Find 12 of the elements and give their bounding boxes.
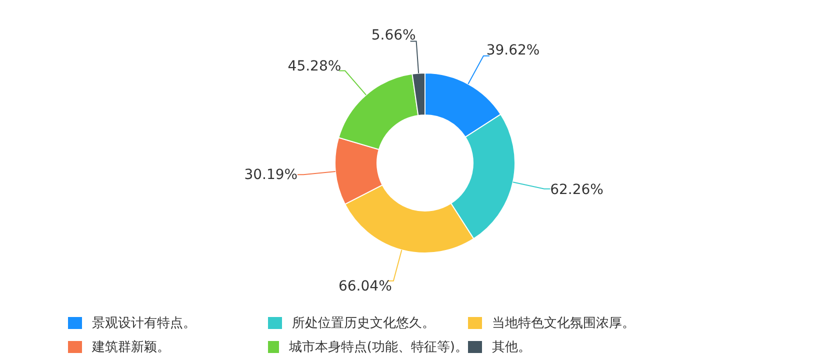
data-label: 62.26% xyxy=(550,182,604,198)
legend-label: 景观设计有特点。 xyxy=(92,315,196,332)
legend-label: 城市本身特点(功能、特征等)。 xyxy=(288,339,468,356)
legend-label: 其他。 xyxy=(492,339,531,356)
data-label: 45.28% xyxy=(288,58,342,74)
data-label: 39.62% xyxy=(486,42,540,59)
legend-label: 当地特色文化氛围浓厚。 xyxy=(492,315,635,332)
data-label: 66.04% xyxy=(338,278,392,295)
data-label: 30.19% xyxy=(244,167,298,184)
legend-label: 所处位置历史文化悠久。 xyxy=(292,315,435,332)
data-label: 5.66% xyxy=(371,27,416,44)
legend-label: 建筑群新颖。 xyxy=(92,339,170,356)
